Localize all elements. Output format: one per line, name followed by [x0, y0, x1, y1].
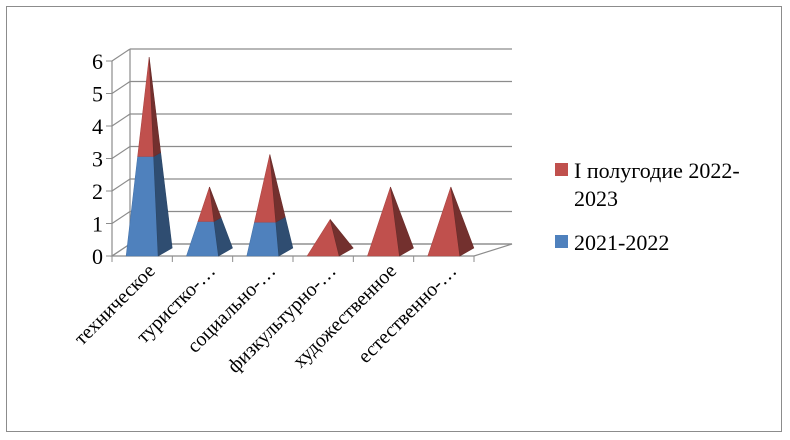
y-tick-label: 5	[92, 82, 103, 107]
x-axis-ticks: техническоетуристко-…социально-…физкульт…	[70, 256, 475, 378]
bar-0-1-front	[186, 221, 219, 257]
bar-0-2-front	[246, 221, 280, 257]
legend-swatch	[555, 235, 568, 248]
y-tick-label: 1	[92, 212, 103, 237]
y-axis-ticks: 0 1 2 3 4 5 6	[92, 49, 112, 269]
legend-label: 2023	[574, 186, 618, 211]
legend-label: 2021-2022	[574, 230, 669, 255]
x-tick-label: художественное	[289, 260, 401, 372]
bar-1-0-side	[148, 56, 161, 158]
gridline-side	[111, 81, 131, 94]
y-tick-label: 4	[92, 114, 103, 139]
bar-1-3-side	[329, 219, 354, 257]
y-tick-label: 0	[92, 244, 103, 269]
gridline-side	[111, 48, 131, 62]
bar-1-1-side	[209, 186, 222, 222]
gridline-side	[111, 178, 131, 192]
bar-0-2-side	[275, 216, 294, 257]
gridline-side	[111, 113, 131, 127]
gridline-side	[111, 211, 131, 224]
y-tick-label: 2	[92, 179, 103, 204]
x-tick-label: физкультурно-…	[223, 260, 341, 378]
bar-0-0-front	[125, 156, 159, 257]
legend-swatch	[555, 163, 568, 176]
bar-1-4-side	[390, 186, 414, 257]
gridline-side	[111, 146, 131, 159]
y-tick-label: 6	[92, 49, 103, 74]
bar-1-5-side	[450, 186, 475, 257]
y-tick-label: 3	[92, 147, 103, 172]
bar-1-2-side	[269, 154, 286, 223]
legend-label: I полугодие 2022-	[574, 158, 740, 183]
chart-bars	[125, 56, 475, 257]
legend: I полугодие 2022- 2023 2021-2022	[555, 158, 740, 255]
